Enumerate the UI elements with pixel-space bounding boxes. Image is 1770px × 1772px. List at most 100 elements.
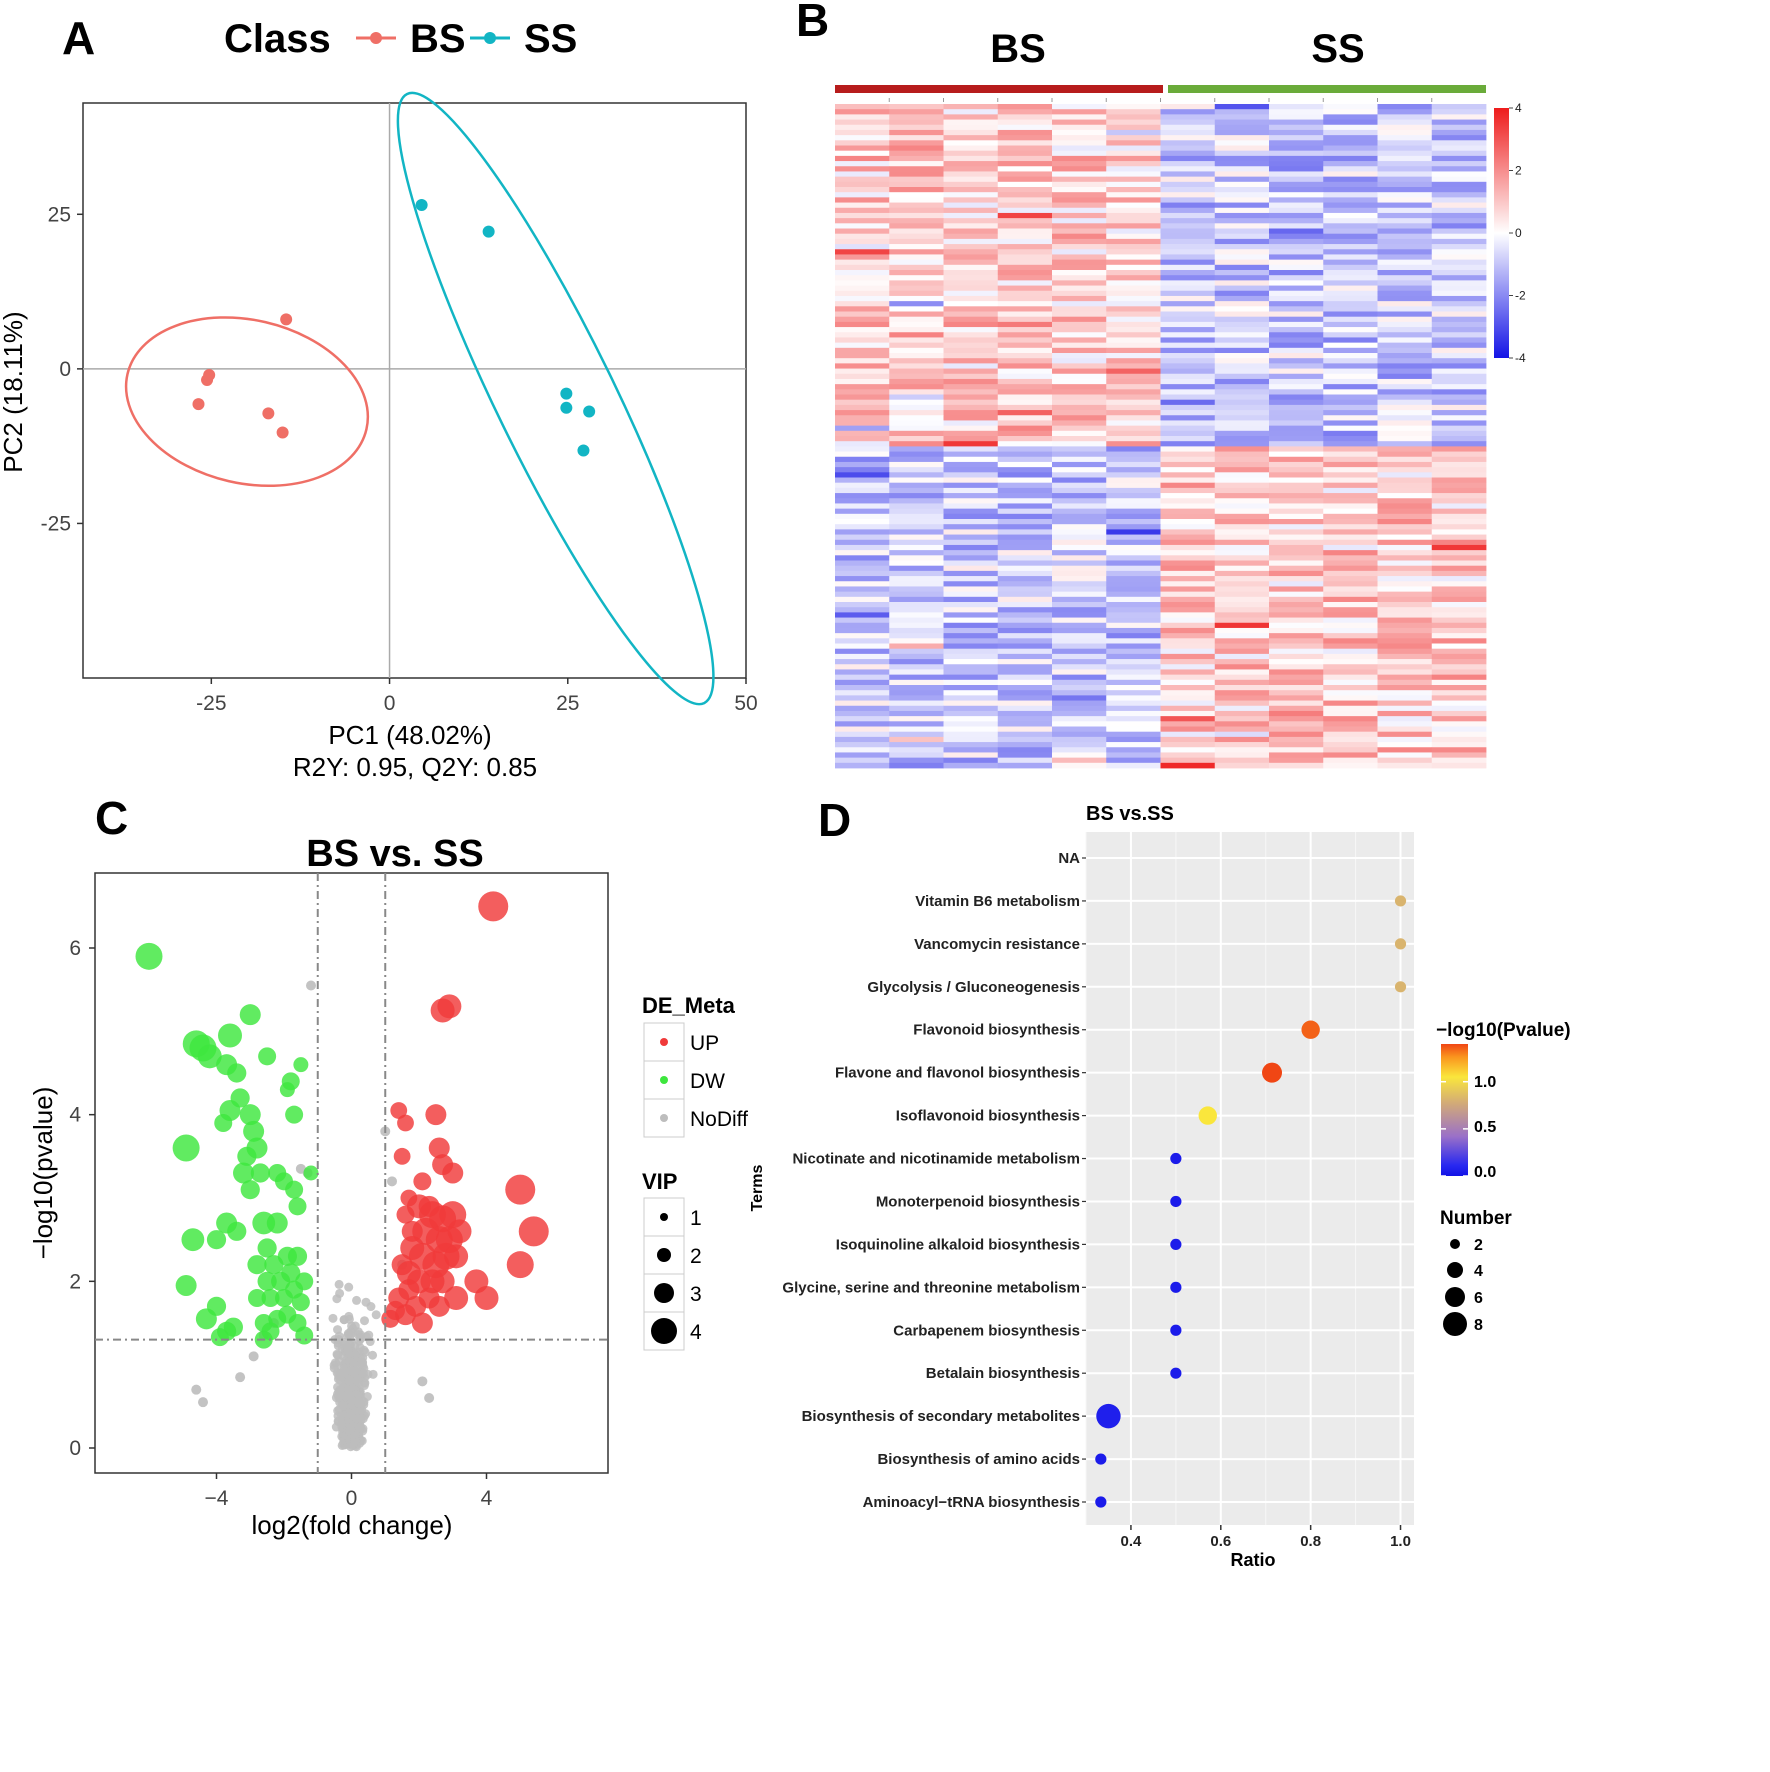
heatmap-cell (1323, 316, 1378, 323)
heatmap-cell (1160, 129, 1216, 136)
heatmap-cell (1269, 155, 1324, 162)
heatmap-cell (943, 337, 999, 344)
heatmap-cell (889, 705, 944, 712)
heatmap-cell (943, 410, 999, 416)
heatmap-cell (997, 742, 1053, 748)
heatmap-cell (889, 358, 944, 364)
heatmap-cell (1106, 747, 1161, 753)
enrich-plot-area (1086, 832, 1414, 1525)
heatmap-cell (1431, 726, 1487, 733)
heatmap-cell (835, 757, 890, 764)
heatmap-cell (997, 679, 1053, 686)
heatmap-cell (1431, 721, 1487, 727)
heatmap-cell (997, 581, 1053, 587)
heatmap-cell (1160, 534, 1216, 541)
heatmap-cell (889, 155, 944, 162)
heatmap-cell (1377, 259, 1433, 266)
heatmap-cell (1377, 290, 1433, 297)
heatmap-cell (997, 570, 1053, 577)
heatmap-cell (1323, 560, 1378, 567)
heatmap-cell (835, 207, 890, 214)
heatmap-cell (835, 591, 890, 598)
heatmap-cell (1052, 285, 1107, 292)
enrich-title: BS vs.SS (1086, 803, 1174, 825)
heatmap-cell (1052, 721, 1107, 727)
heatmap-cell (835, 544, 890, 551)
heatmap-cell (1431, 353, 1487, 359)
heatmap-cell (1323, 166, 1378, 172)
heatmap-cell (1214, 638, 1270, 644)
volcano-point-dw (237, 1146, 257, 1166)
heatmap-cell (835, 171, 890, 178)
heatmap-cell (997, 254, 1053, 261)
heatmap-cell (1160, 456, 1216, 463)
heatmap-cell (1269, 731, 1324, 738)
heatmap-cell (1160, 710, 1216, 717)
heatmap-cell (1106, 363, 1161, 369)
heatmap-cell (1431, 731, 1487, 738)
heatmap-cell (943, 119, 999, 126)
heatmap-cell (1269, 124, 1324, 131)
heatmap-cell (835, 762, 890, 769)
heatmap-cell (1323, 140, 1378, 146)
de-dot-nodiff (660, 1114, 668, 1122)
heatmap-cell (889, 404, 944, 411)
heatmap-cell (1214, 436, 1270, 442)
heatmap-cell (889, 519, 944, 525)
heatmap-cell (1377, 674, 1433, 681)
heatmap-cell (1269, 544, 1324, 551)
heatmap-cell (1323, 404, 1378, 411)
heatmap-cell (1323, 430, 1378, 437)
heatmap-cell (1106, 451, 1161, 458)
heatmap-cell (1106, 176, 1161, 183)
heatmap-cell (889, 378, 944, 385)
heatmap-cell (835, 145, 890, 152)
heatmap-cell (1323, 119, 1378, 126)
heatmap-cell (1377, 436, 1433, 442)
heatmap-cell (997, 648, 1053, 655)
heatmap-cell (1377, 311, 1433, 318)
heatmap-cell (1431, 627, 1487, 634)
heatmap-cell (1431, 171, 1487, 178)
heatmap-cell (889, 181, 944, 188)
heatmap-cell (889, 653, 944, 660)
heatmap-cell (1106, 212, 1161, 219)
heatmap-cell (1377, 731, 1433, 738)
heatmap-cell (943, 114, 999, 120)
heatmap-cell (1214, 524, 1270, 530)
heatmap-cell (1323, 550, 1378, 556)
heatmap-cell (1052, 166, 1107, 172)
heatmap-cell (835, 114, 890, 120)
heatmap-cell (1160, 685, 1216, 691)
heatmap-cell (1106, 524, 1161, 530)
heatmap-cell (943, 290, 999, 297)
heatmap-cell (1160, 373, 1216, 380)
heatmap-cell (1214, 762, 1270, 769)
enrich-xtick-label: 0.6 (1210, 1533, 1231, 1550)
heatmap-cell (1323, 145, 1378, 152)
heatmap-cell (1377, 353, 1433, 359)
heatmap-cell (1431, 202, 1487, 209)
volcano-point-nodiff (344, 1282, 354, 1292)
heatmap-cell (889, 192, 944, 198)
heatmap-cell (997, 762, 1053, 769)
heatmap-cell (1269, 664, 1324, 670)
heatmap-cell (1106, 659, 1161, 665)
heatmap-cell (835, 560, 890, 567)
heatmap-cell (1431, 275, 1487, 281)
heatmap-cell (1323, 472, 1378, 478)
heatmap-cell (889, 503, 944, 510)
heatmap-cell (1323, 752, 1378, 759)
heatmap-cell (997, 700, 1053, 707)
heatmap-cell (1323, 161, 1378, 167)
heatmap-cell (1214, 674, 1270, 681)
heatmap-cell (1431, 513, 1487, 520)
heatmap-cell (835, 685, 890, 691)
heatmap-cell (1052, 301, 1107, 307)
heatmap-cell (1214, 404, 1270, 411)
heatmap-cell (835, 275, 890, 281)
heatmap-cell (943, 731, 999, 738)
heatmap-cell (889, 627, 944, 634)
heatmap-cell (1431, 638, 1487, 644)
heatmap-cell (889, 633, 944, 639)
